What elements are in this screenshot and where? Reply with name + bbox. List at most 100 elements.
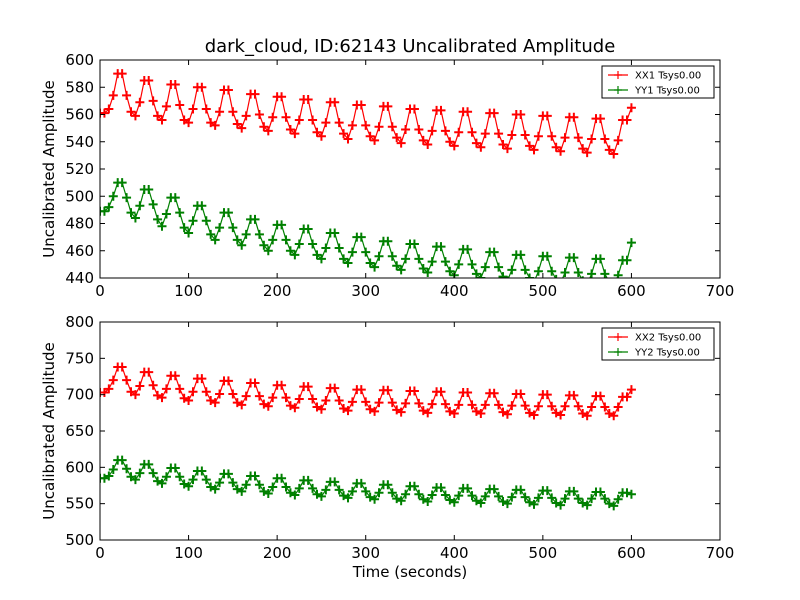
- data-point: [281, 393, 291, 403]
- data-point: [507, 401, 517, 411]
- data-point: [237, 486, 247, 496]
- data-point: [303, 95, 313, 105]
- data-point: [613, 494, 623, 504]
- data-point: [188, 104, 198, 114]
- data-point: [321, 243, 331, 253]
- x-tick-label: 600: [617, 544, 646, 562]
- data-point: [259, 122, 269, 132]
- data-point: [228, 389, 238, 399]
- data-point: [122, 193, 132, 203]
- data-point: [454, 400, 464, 410]
- legend-swatch-marker: [614, 71, 622, 79]
- data-point: [356, 232, 366, 242]
- y-tick-label: 540: [65, 133, 94, 151]
- data-point: [321, 395, 331, 405]
- data-point: [609, 411, 619, 421]
- data-point: [401, 124, 411, 134]
- data-point: [330, 228, 340, 238]
- data-point: [197, 374, 207, 384]
- data-point: [471, 138, 481, 148]
- x-tick-label: 200: [263, 282, 292, 300]
- y-tick-label: 700: [65, 386, 94, 404]
- data-point: [520, 265, 530, 275]
- x-tick-label: 500: [529, 544, 558, 562]
- data-point: [228, 478, 238, 488]
- data-point: [179, 223, 189, 233]
- x-tick-label: 300: [351, 282, 380, 300]
- data-point: [100, 206, 109, 216]
- data-point: [489, 247, 499, 257]
- data-point: [130, 475, 140, 485]
- data-point: [471, 269, 481, 278]
- data-point: [427, 399, 437, 409]
- data-point: [595, 391, 605, 401]
- data-point: [347, 397, 357, 407]
- data-point: [347, 247, 357, 257]
- data-point: [130, 111, 140, 121]
- y-tick-label: 800: [65, 313, 94, 331]
- data-point: [250, 214, 260, 224]
- data-point: [533, 131, 543, 141]
- y-tick-label: 480: [65, 215, 94, 233]
- data-point: [401, 254, 411, 264]
- y-tick-label: 600: [65, 458, 94, 476]
- data-point: [201, 387, 211, 397]
- data-point: [529, 145, 539, 155]
- data-point: [365, 258, 375, 268]
- data-point: [285, 124, 295, 134]
- data-point: [374, 488, 384, 498]
- data-point: [626, 489, 636, 499]
- data-point: [339, 254, 349, 264]
- data-point: [157, 478, 167, 488]
- data-point: [303, 382, 313, 392]
- data-point: [569, 112, 579, 122]
- data-point: [135, 381, 145, 391]
- data-point: [569, 390, 579, 400]
- data-point: [463, 107, 473, 117]
- data-point: [370, 494, 380, 504]
- y-axis-label: Uncalibrated Amplitude: [40, 342, 58, 519]
- data-point: [476, 142, 486, 152]
- legend-box: [601, 65, 715, 99]
- data-point: [343, 493, 353, 503]
- data-point: [600, 494, 610, 504]
- data-point: [122, 90, 132, 100]
- data-point: [144, 75, 154, 85]
- data-point: [250, 378, 260, 388]
- data-point: [153, 214, 163, 224]
- data-point: [587, 494, 597, 504]
- data-point: [312, 250, 322, 260]
- y-tick-label: 520: [65, 160, 94, 178]
- data-point: [440, 126, 450, 136]
- data-point: [489, 108, 499, 118]
- data-point: [370, 262, 380, 272]
- data-point: [263, 126, 273, 136]
- data-point: [135, 468, 145, 478]
- data-point: [223, 376, 233, 386]
- data-point: [533, 493, 543, 503]
- data-point: [108, 191, 118, 201]
- series-1: [100, 362, 636, 421]
- data-point: [613, 402, 623, 412]
- data-point: [423, 268, 433, 278]
- data-point: [489, 484, 499, 494]
- data-point: [259, 240, 269, 250]
- data-point: [148, 468, 158, 478]
- legend-entry-label: YY1 Tsys0.00: [634, 86, 700, 97]
- data-point: [290, 403, 300, 413]
- x-tick-label: 100: [174, 282, 203, 300]
- data-point: [250, 471, 260, 481]
- data-point: [480, 262, 490, 272]
- data-point: [489, 388, 499, 398]
- data-point: [374, 251, 384, 261]
- figure-title: dark_cloud, ID:62143 Uncalibrated Amplit…: [205, 36, 616, 57]
- data-point: [104, 384, 114, 394]
- data-point: [529, 410, 539, 420]
- data-point: [370, 406, 380, 416]
- data-point: [294, 115, 304, 125]
- data-point: [600, 134, 610, 144]
- data-point: [401, 489, 411, 499]
- data-point: [104, 202, 114, 212]
- data-point: [104, 104, 114, 114]
- data-point: [516, 110, 526, 119]
